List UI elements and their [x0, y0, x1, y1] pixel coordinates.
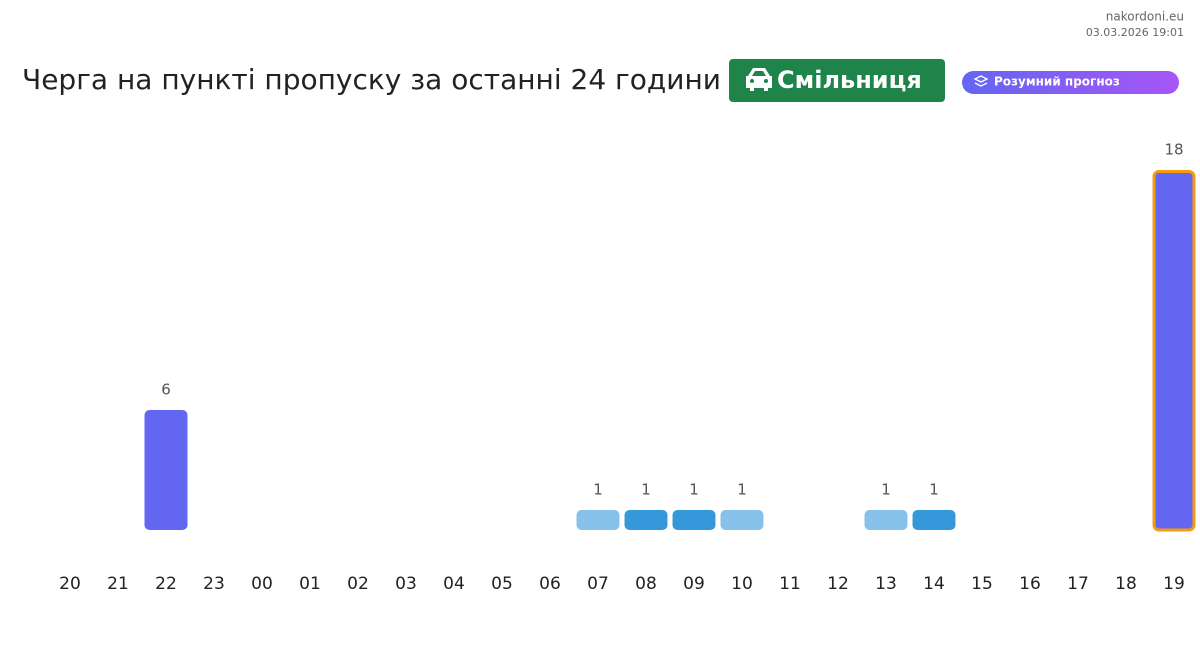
x-tick-label: 22 — [155, 574, 177, 594]
x-tick-label: 11 — [779, 574, 801, 594]
bar — [672, 510, 716, 530]
checkpoint-name: Смільниця — [777, 66, 922, 94]
x-tick-label: 16 — [1019, 574, 1041, 594]
value-label: 1 — [929, 481, 939, 499]
x-tick-label: 19 — [1163, 574, 1185, 594]
x-tick-label: 06 — [539, 574, 561, 594]
x-tick-label: 20 — [59, 574, 81, 594]
bar — [144, 410, 188, 530]
chart-title: Черга на пункті пропуску за останні 24 г… — [22, 63, 721, 96]
x-tick-label: 23 — [203, 574, 225, 594]
timestamp: 03.03.2026 19:01 — [1086, 26, 1184, 39]
x-tick-label: 14 — [923, 574, 945, 594]
bar — [912, 510, 956, 530]
x-tick-label: 03 — [395, 574, 417, 594]
bar — [624, 510, 668, 530]
x-tick-label: 13 — [875, 574, 897, 594]
forecast-pill[interactable] — [962, 71, 1179, 94]
bar — [576, 510, 620, 530]
x-tick-label: 10 — [731, 574, 753, 594]
checkpoint-badge[interactable] — [729, 59, 945, 102]
x-tick-label: 21 — [107, 574, 129, 594]
value-label: 1 — [593, 481, 603, 499]
x-tick-label: 07 — [587, 574, 609, 594]
bar — [720, 510, 764, 530]
x-tick-label: 15 — [971, 574, 993, 594]
value-label: 1 — [737, 481, 747, 499]
layers-icon — [973, 75, 989, 87]
x-tick-label: 01 — [299, 574, 321, 594]
site-name: nakordoni.eu — [1106, 10, 1184, 24]
bar — [1152, 170, 1196, 532]
x-tick-label: 08 — [635, 574, 657, 594]
value-label: 1 — [881, 481, 891, 499]
x-tick-label: 09 — [683, 574, 705, 594]
bar — [864, 510, 908, 530]
x-tick-label: 04 — [443, 574, 465, 594]
car-icon — [746, 68, 772, 91]
forecast-label: Розумний прогноз — [994, 75, 1120, 89]
x-tick-label: 17 — [1067, 574, 1089, 594]
value-label: 18 — [1164, 141, 1183, 159]
x-tick-label: 00 — [251, 574, 273, 594]
x-tick-label: 18 — [1115, 574, 1137, 594]
value-label: 6 — [161, 381, 171, 399]
x-tick-label: 02 — [347, 574, 369, 594]
value-label: 1 — [641, 481, 651, 499]
x-tick-label: 05 — [491, 574, 513, 594]
x-tick-label: 12 — [827, 574, 849, 594]
value-label: 1 — [689, 481, 699, 499]
